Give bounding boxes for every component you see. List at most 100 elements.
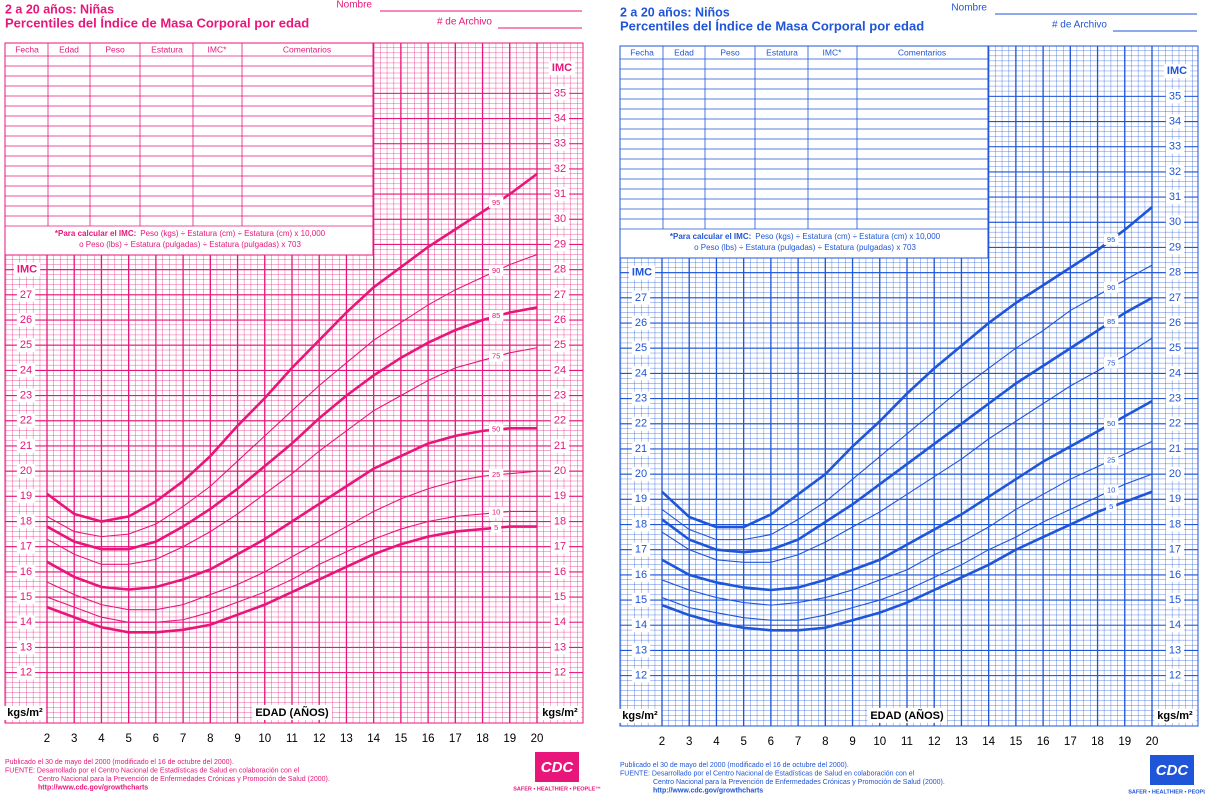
x-tick-label: 5 <box>125 733 131 745</box>
y-tick-label-background <box>16 338 36 353</box>
y-tick-label-background <box>631 315 651 330</box>
y-tick-label: 24 <box>635 367 647 379</box>
y2-tick-label: 21 <box>554 440 566 452</box>
table-header: IMC* <box>823 47 843 57</box>
unit-label: kgs/m² <box>7 707 43 719</box>
footer-line: Centro Nacional para la Prevención de En… <box>38 776 330 783</box>
y2-tick-label: 19 <box>554 490 566 502</box>
formula-line: o Peso (lbs) ÷ Estatura (pulgadas) ÷ Est… <box>79 240 301 249</box>
y2-tick-label-background <box>1165 341 1185 356</box>
unit-label-background <box>1154 708 1197 723</box>
percentile-label: 95 <box>1107 235 1115 244</box>
y-tick-label-background <box>16 464 36 479</box>
file-label: # de Archivo <box>437 17 492 28</box>
percentile-curve <box>661 440 1153 606</box>
chart-subtitle: Percentiles del Índice de Masa Corporal … <box>5 15 309 30</box>
y2-tick-label-background <box>550 564 570 579</box>
x-tick-label: 16 <box>1037 736 1050 748</box>
y2-tick-label: 33 <box>1169 141 1181 153</box>
x-tick-label: 7 <box>180 733 186 745</box>
y2-tick-label-background <box>550 338 570 353</box>
y-axis-label: IMC <box>632 267 652 279</box>
x-tick-label: 3 <box>71 733 77 745</box>
y2-tick-label: 26 <box>554 314 566 326</box>
percentile-label-background <box>1103 484 1119 496</box>
y-tick-label-background <box>631 416 651 431</box>
y2-tick-label-background <box>1165 618 1185 633</box>
percentile-curve <box>661 337 1153 563</box>
percentile-label: 5 <box>1109 502 1113 511</box>
y2-tick-label: 18 <box>1169 518 1181 530</box>
y-tick-label-background <box>16 564 36 579</box>
y2-tick-label: 29 <box>1169 241 1181 253</box>
percentile-curve <box>46 510 537 623</box>
y-tick-label-background <box>16 640 36 655</box>
percentile-label-background <box>1103 417 1119 429</box>
y-tick-label-background <box>631 366 651 381</box>
y2-tick-label: 23 <box>554 389 566 401</box>
percentile-label: 10 <box>1107 486 1115 495</box>
table-header: Fecha <box>630 47 654 57</box>
unit-label: kgs/m² <box>622 710 658 722</box>
y-tick-label-background <box>16 615 36 630</box>
y2-tick-label-background <box>1165 467 1185 482</box>
y2-tick-label-background <box>550 287 570 302</box>
y-tick-label: 15 <box>20 591 32 603</box>
x-axis-label-background <box>867 707 947 723</box>
percentile-label: 5 <box>494 523 498 532</box>
unit-label: kgs/m² <box>542 707 578 719</box>
unit-label: kgs/m² <box>1157 710 1193 722</box>
y2-tick-label: 22 <box>554 415 566 427</box>
x-tick-label: 17 <box>1064 736 1077 748</box>
y-tick-label-background <box>16 489 36 504</box>
y-tick-label: 14 <box>20 616 32 628</box>
percentile-label-background <box>488 350 504 362</box>
x-tick-label: 9 <box>234 733 240 745</box>
percentile-curve <box>661 264 1153 541</box>
y-tick-label-background <box>631 341 651 356</box>
y-tick-label: 17 <box>20 541 32 553</box>
y-tick-label: 15 <box>635 594 647 606</box>
y2-tick-label-background <box>1165 668 1185 683</box>
y2-axis-label: IMC <box>1167 65 1187 77</box>
x-tick-label: 18 <box>1091 736 1104 748</box>
x-tick-label: 4 <box>98 733 105 745</box>
record-table <box>4 42 374 256</box>
y2-tick-label-background <box>1165 114 1185 129</box>
y-tick-label: 25 <box>20 339 32 351</box>
y2-tick-label: 17 <box>1169 544 1181 556</box>
y-tick-label: 24 <box>20 364 32 376</box>
y2-tick-label: 29 <box>554 238 566 250</box>
y2-tick-label: 13 <box>1169 644 1181 656</box>
y-tick-label-background <box>16 589 36 604</box>
percentile-curve <box>661 399 1153 592</box>
y-tick-label-background <box>631 618 651 633</box>
y2-tick-label: 32 <box>554 163 566 175</box>
y2-tick-label-background <box>550 489 570 504</box>
y2-tick-label-background <box>1165 391 1185 406</box>
percentile-label: 75 <box>492 352 500 361</box>
y-tick-label: 20 <box>635 468 647 480</box>
chart-title: 2 a 20 años: Niñas <box>5 2 114 16</box>
y2-tick-label-background <box>1165 643 1185 658</box>
percentile-label-background <box>1103 315 1119 327</box>
formula-lead: *Para calcular el IMC: <box>670 232 751 241</box>
logo: CDC <box>1156 762 1190 779</box>
x-tick-label: 11 <box>901 736 913 748</box>
y-tick-label: 22 <box>635 418 647 430</box>
percentile-curve <box>46 525 537 634</box>
percentile-label-background <box>1106 500 1117 512</box>
y2-tick-label-background <box>1165 315 1185 330</box>
percentile-label-background <box>488 310 504 322</box>
logo-tagline: SAFER • HEALTHIER • PEOPLE™ <box>1128 789 1205 795</box>
y-tick-label-background <box>16 413 36 428</box>
percentile-label-background <box>491 521 502 533</box>
unit-label-background <box>4 705 47 720</box>
x-tick-label: 15 <box>1009 736 1022 748</box>
y2-tick-label: 30 <box>1169 216 1181 228</box>
table-header: IMC* <box>208 44 228 54</box>
x-tick-label: 6 <box>768 736 774 748</box>
percentile-curve <box>661 490 1153 632</box>
